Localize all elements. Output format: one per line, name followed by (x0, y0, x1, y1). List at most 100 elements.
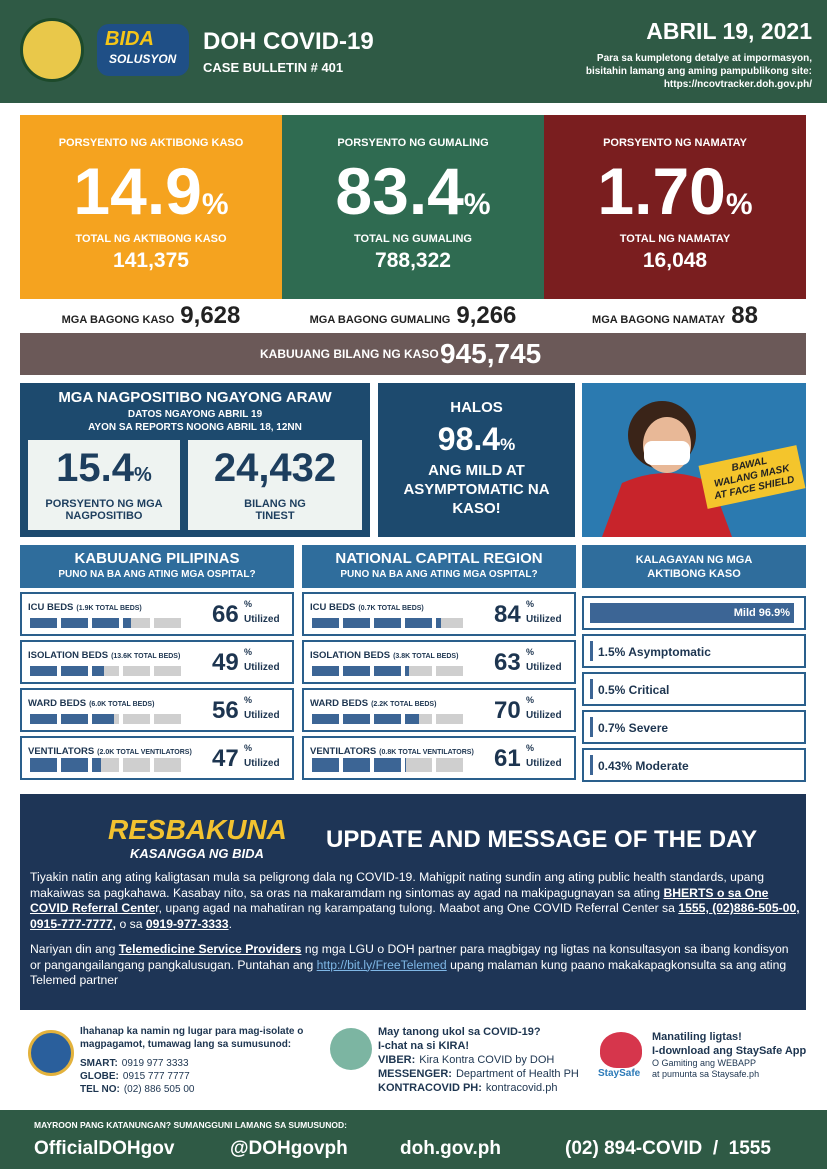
contact-item: (02) 894-COVID / 1555 (565, 1138, 771, 1159)
capacity-row: VENTILATORS (0.8K TOTAL VENTILATORS) 61% Ut… (302, 736, 576, 780)
summary-label: PORSYENTO NG NAMATAY (603, 137, 747, 149)
new-case-label: MGA BAGONG KASO (61, 314, 175, 326)
text-segment: . (228, 916, 232, 931)
utilization-suffix: Utilized (526, 662, 562, 673)
row-total: (3.8K TOTAL BEDS) (393, 653, 459, 660)
utilization-unit: % (244, 695, 253, 705)
summary-value: 14.9% (20, 153, 282, 229)
summary-total-label: TOTAL NG NAMATAY (619, 233, 731, 245)
capacity-row: ICU BEDS (0.7K TOTAL BEDS) 84% Utilized (302, 592, 576, 636)
bar-track (343, 758, 370, 772)
row-label: WARD BEDS (310, 698, 369, 709)
capacity-row: WARD BEDS (2.2K TOTAL BEDS) 70% Utilized (302, 688, 576, 732)
capacity-label: VENTILATORS (2.0K TOTAL VENTILATORS) (28, 741, 192, 759)
phone-value: 0915 777 7777 (122, 1071, 190, 1082)
row-total: (2.0K TOTAL VENTILATORS) (97, 749, 192, 756)
utilization-unit: % (244, 647, 253, 657)
bar-track (123, 666, 150, 676)
status-item: 0.43% Moderate (582, 748, 806, 782)
staysafe-small: O Gamiting ang WEBAPP (652, 1058, 757, 1068)
status-item: 0.7% Severe (582, 710, 806, 744)
text-segment: 0919-977-3333 (145, 916, 229, 931)
mild-panel: HALOS 98.4% ANG MILD AT ASYMPTOMATIC NA … (378, 383, 575, 537)
hospital-title: KABUUANG PILIPINAS (74, 550, 240, 567)
utilization-suffix: Utilized (526, 710, 562, 721)
row-label: ISOLATION BEDS (28, 650, 109, 661)
summary-label: PORSYENTO NG GUMALING (337, 137, 489, 149)
utilization-bar (343, 666, 370, 676)
text-segment: Telemedicine Service Providers (118, 942, 302, 956)
new-case: MGA BAGONG GUMALING 9,266 (282, 302, 544, 330)
row-total: (0.8K TOTAL VENTILATORS) (379, 749, 474, 756)
phone-value: (02) 886 505 00 (123, 1084, 195, 1095)
bar-track (92, 758, 119, 772)
contact-item: doh.gov.ph (400, 1138, 501, 1159)
bar-track (436, 714, 463, 724)
utilization-bar (92, 666, 105, 676)
utilization-bar (30, 618, 57, 628)
bar-track (343, 714, 370, 724)
status-tick (590, 717, 593, 737)
new-case-label: MGA BAGONG NAMATAY (592, 314, 726, 326)
bar-track (154, 618, 181, 628)
bar-track (61, 758, 88, 772)
status-tick (590, 679, 593, 699)
summary-total-label: TOTAL NG GUMALING (354, 233, 472, 245)
note-line: Para sa kumpletong detalye at impormasyo… (596, 53, 812, 64)
utilization-suffix: Utilized (526, 614, 562, 625)
utilization-unit: % (244, 743, 253, 753)
positives-panel: MGA NAGPOSITIBO NGAYONG ARAW DATOS NGAYO… (20, 383, 370, 537)
utilization-unit: % (526, 599, 535, 609)
bar-track (30, 618, 57, 628)
contact-value: Department of Health PH (455, 1068, 579, 1080)
positives-sub: DATOS NGAYONG ABRIL 19 AYON SA REPORTS N… (20, 408, 370, 434)
summary-value: 1.70% (544, 153, 806, 229)
isolation-info: Ihahanap ka namin ng lugar para mag-isol… (80, 1025, 320, 1096)
staysafe-line: Manatiling ligtas! (652, 1031, 742, 1043)
utilization-bar (374, 714, 401, 724)
utilization-unit: % (526, 743, 535, 753)
utilization-bar (312, 666, 339, 676)
new-case-value: 88 (731, 302, 758, 329)
kira-line: May tanong ukol sa COVID-19? (378, 1026, 541, 1038)
mild-lead: HALOS (450, 399, 503, 416)
summary-card: PORSYENTO NG NAMATAY 1.70% TOTAL NG NAMATA… (544, 115, 806, 299)
phone-label: GLOBE: (80, 1071, 119, 1082)
capacity-label: ICU BEDS (0.7K TOTAL BEDS) (310, 597, 424, 615)
status-title: KALAGAYAN NG MGA AKTIBONG KASO (635, 554, 753, 580)
status-tick (590, 641, 593, 661)
status-text: 0.7% Severe (598, 721, 669, 735)
summary-total: 141,375 (113, 249, 189, 272)
bar-track (343, 666, 370, 676)
unit: % (500, 435, 516, 454)
tested-value: 24,432 (213, 446, 337, 490)
utilization-value: 66 (212, 601, 239, 628)
utilization-value: 70 (494, 697, 521, 724)
summary-label: PORSYENTO NG AKTIBONG KASO (58, 137, 244, 149)
utilization-bar (123, 618, 132, 628)
header: BIDA SOLUSYON DOH COVID-19 CASE BULLETIN… (0, 0, 827, 103)
utilization-value: 49 (212, 649, 239, 676)
bar-track (123, 714, 150, 724)
utilization-bar (312, 618, 339, 628)
phone-line: SMART: 0919 977 3333 (80, 1057, 320, 1070)
capacity-label: VENTILATORS (0.8K TOTAL VENTILATORS) (310, 741, 474, 759)
unit: % (134, 464, 152, 486)
bar-track (312, 758, 339, 772)
hospital-subtitle: PUNO NA BA ANG ATING MGA OSPITAL? (58, 569, 256, 580)
contact-value: Kira Kontra COVID by DOH (419, 1054, 555, 1066)
kira-line: I-chat na si KIRA! (378, 1040, 470, 1052)
kira-contact: KONTRACOVID PH: kontracovid.ph (378, 1081, 598, 1095)
message-panel: RESBAKUNA KASANGGA NG BIDA UPDATE AND ME… (20, 794, 806, 1010)
contact-bar: MAYROON PANG KATANUNGAN? SUMANGGUNI LAMA… (0, 1110, 827, 1169)
kira-contact: MESSENGER: Department of Health PH (378, 1067, 598, 1081)
subtitle: CASE BULLETIN # 401 (203, 60, 344, 75)
isolation-lines: SMART: 0919 977 3333 GLOBE: 0915 777 7777 TE… (80, 1057, 320, 1096)
summary-total: 16,048 (642, 249, 708, 272)
isolation-text: Ihahanap ka namin ng lugar para mag-isol… (80, 1026, 304, 1050)
utilization-bar (61, 618, 88, 628)
tested-card: 24,432 BILANG NG TINEST (188, 440, 362, 530)
bar-track (123, 618, 150, 628)
bar-track (374, 666, 401, 676)
utilization-bar (405, 758, 407, 772)
